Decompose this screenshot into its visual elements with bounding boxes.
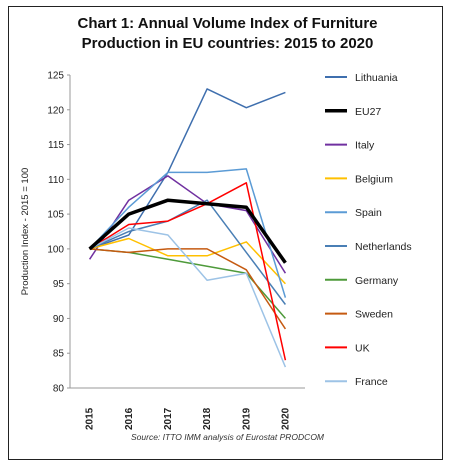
series-line-italy: [88, 175, 287, 274]
chart-title-line1: Chart 1: Annual Volume Index of Furnitur…: [77, 15, 378, 32]
y-tick-label: 125: [47, 71, 64, 82]
legend-label-france: France: [355, 376, 388, 388]
y-tick-label: 105: [47, 210, 64, 221]
x-tick-label: 2020: [280, 407, 291, 430]
y-tick-label: 120: [47, 105, 64, 116]
legend-label-lithuania: Lithuania: [355, 72, 398, 84]
x-tick-label: 2015: [85, 407, 96, 430]
series-line-uk: [89, 182, 287, 361]
legend-label-uk: UK: [355, 342, 370, 354]
legend-label-eu27: EU27: [355, 106, 381, 118]
x-tick-label: 2016: [124, 407, 135, 430]
chart-title-line2: Production in EU countries: 2015 to 2020: [81, 35, 374, 52]
y-tick-label: 85: [53, 349, 65, 360]
y-tick-label: 100: [47, 244, 64, 255]
series-line-eu27: [88, 198, 287, 264]
y-axis-label: Production Index - 2015 = 100: [20, 168, 31, 296]
legend-label-sweden: Sweden: [355, 309, 393, 321]
y-tick-label: 95: [53, 279, 65, 290]
series-line-belgium: [89, 237, 286, 285]
series-line-lithuania: [89, 88, 286, 250]
y-tick-label: 80: [53, 384, 65, 395]
series-line-france: [89, 227, 287, 368]
legend-label-netherlands: Netherlands: [355, 241, 412, 253]
legend-label-italy: Italy: [355, 140, 375, 152]
series-line-netherlands: [89, 199, 286, 305]
x-tick-label: 2017: [163, 407, 174, 430]
y-tick-label: 115: [48, 140, 64, 151]
y-tick-label: 110: [48, 175, 64, 186]
series-line-spain: [89, 168, 287, 298]
chart-source-note: Source: ITTO IMM analysis of Eurostat PR…: [130, 432, 325, 442]
series-line-sweden: [89, 248, 287, 330]
y-tick-label: 90: [53, 314, 65, 325]
legend-label-germany: Germany: [355, 275, 399, 287]
chart-frame: [8, 6, 443, 460]
legend-label-spain: Spain: [355, 207, 382, 219]
x-tick-label: 2019: [241, 407, 252, 430]
legend-label-belgium: Belgium: [355, 173, 393, 185]
x-tick-label: 2018: [202, 407, 213, 430]
